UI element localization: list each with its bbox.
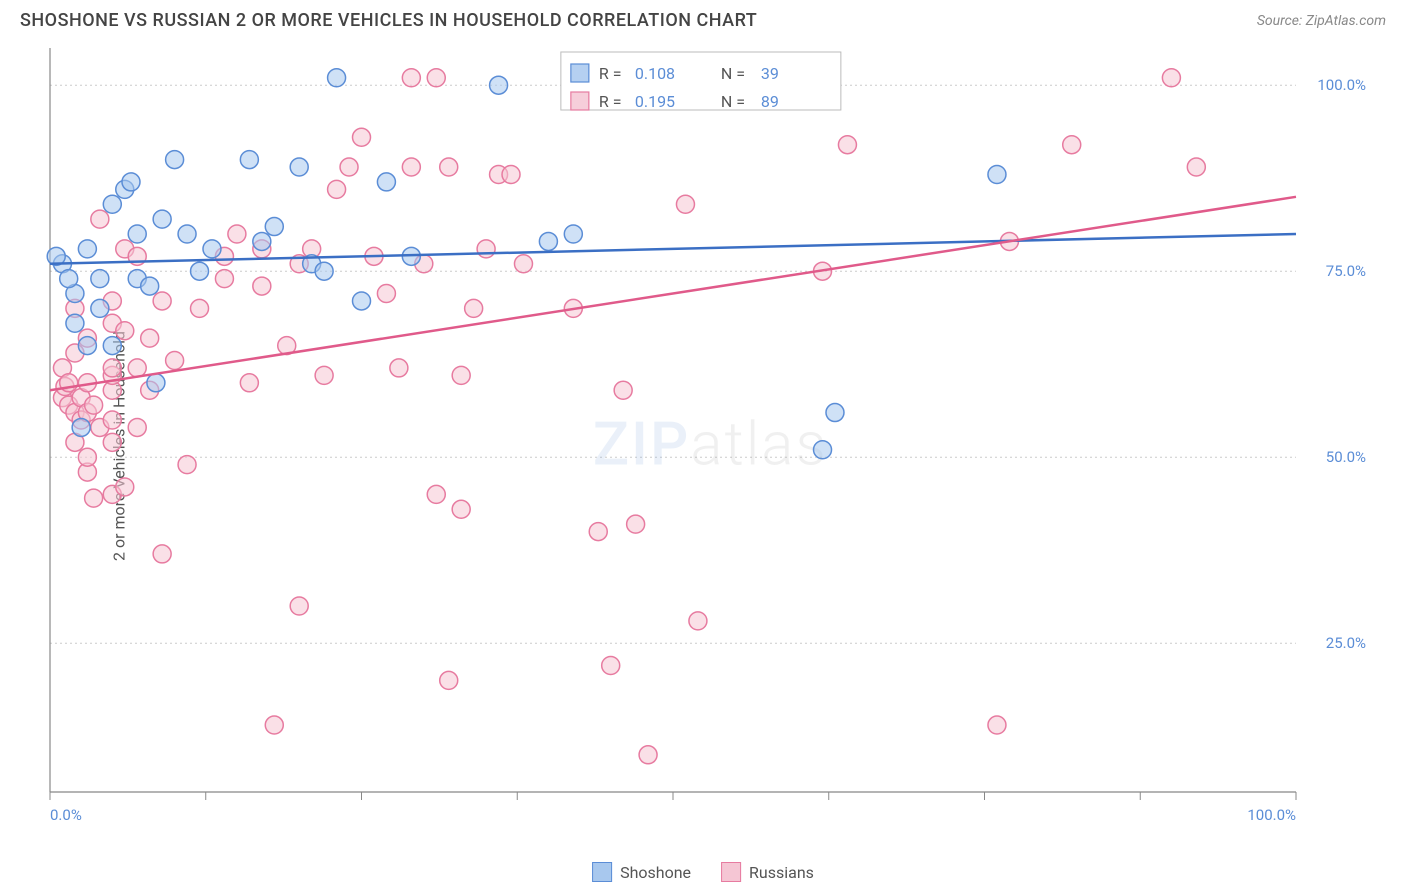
svg-text:89: 89 (761, 92, 779, 111)
svg-text:50.0%: 50.0% (1326, 448, 1366, 466)
source-prefix: Source: (1257, 13, 1306, 29)
svg-text:N =: N = (721, 92, 745, 111)
svg-text:0.0%: 0.0% (50, 806, 82, 824)
scatter-chart-svg: 25.0% 50.0% 75.0% 100.0% 0.0% 100.0% ZIPatlas R… (40, 40, 1386, 832)
svg-text:ZIPatlas: ZIPatlas (593, 409, 828, 480)
svg-text:0.195: 0.195 (635, 92, 675, 111)
svg-text:R =: R = (599, 64, 622, 83)
svg-text:0.108: 0.108 (635, 64, 675, 83)
header: SHOSHONE VS RUSSIAN 2 OR MORE VEHICLES I… (0, 0, 1406, 37)
svg-text:100.0%: 100.0% (1247, 806, 1296, 824)
legend-swatch-russians (721, 862, 741, 882)
legend-item-russians: Russians (721, 862, 814, 882)
svg-text:N =: N = (721, 64, 745, 83)
svg-text:R =: R = (599, 92, 622, 111)
bottom-legend: Shoshone Russians (592, 862, 814, 882)
svg-text:100.0%: 100.0% (1317, 76, 1366, 94)
chart-area: 25.0% 50.0% 75.0% 100.0% 0.0% 100.0% ZIPatlas R… (40, 40, 1386, 832)
chart-container: SHOSHONE VS RUSSIAN 2 OR MORE VEHICLES I… (0, 0, 1406, 892)
legend-item-shoshone: Shoshone (592, 862, 691, 882)
source-attribution: Source: ZipAtlas.com (1257, 13, 1386, 29)
legend-swatch-shoshone (592, 862, 612, 882)
legend-label-shoshone: Shoshone (620, 863, 691, 882)
svg-text:25.0%: 25.0% (1326, 634, 1366, 652)
svg-text:75.0%: 75.0% (1326, 262, 1366, 280)
svg-text:39: 39 (761, 64, 779, 83)
source-name: ZipAtlas.com (1306, 13, 1386, 29)
chart-title: SHOSHONE VS RUSSIAN 2 OR MORE VEHICLES I… (20, 10, 757, 31)
legend-label-russians: Russians (749, 863, 814, 882)
